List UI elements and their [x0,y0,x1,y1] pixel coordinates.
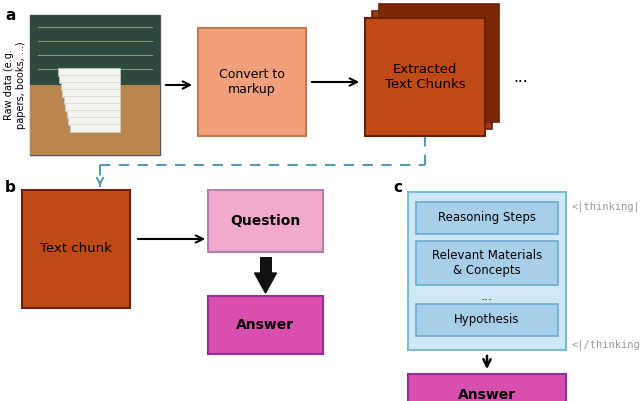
Bar [208,296,323,354]
Bar [372,11,492,129]
Text: Relevant Materials
& Concepts: Relevant Materials & Concepts [432,249,542,277]
Bar [30,85,160,155]
Bar [416,304,558,336]
Bar [67,110,120,118]
Text: ...: ... [481,290,493,302]
Text: Hypothesis: Hypothesis [454,314,520,326]
Text: Reasoning Steps: Reasoning Steps [438,211,536,225]
Bar [416,241,558,285]
Text: a: a [5,8,15,23]
Bar [198,28,306,136]
Bar [30,15,160,85]
Bar [408,192,566,350]
Text: Text chunk: Text chunk [40,243,112,255]
Text: <|thinking|>: <|thinking|> [572,202,640,213]
Bar [59,75,120,83]
Bar [22,190,130,308]
Bar [408,374,566,401]
Text: Question: Question [230,214,301,228]
Text: Extracted
Text Chunks: Extracted Text Chunks [385,63,465,91]
Bar [58,68,120,76]
Bar [70,124,120,132]
Bar [62,89,120,97]
Text: Answer: Answer [458,388,516,401]
Bar [365,18,485,136]
Text: c: c [393,180,402,195]
Bar [61,82,120,90]
Bar [259,257,271,273]
Text: <|/thinking|>: <|/thinking|> [572,340,640,350]
Text: b: b [5,180,16,195]
Text: Convert to
markup: Convert to markup [219,68,285,96]
Bar [30,15,160,155]
Bar [379,4,499,122]
Polygon shape [255,273,276,293]
Bar [208,190,323,252]
Bar [64,96,120,104]
Text: Answer: Answer [236,318,294,332]
Bar [416,202,558,234]
Text: ...: ... [513,69,527,85]
Text: Raw data (e.g.
papers, books, ...): Raw data (e.g. papers, books, ...) [4,41,26,129]
Bar [65,103,120,111]
Bar [68,117,120,125]
